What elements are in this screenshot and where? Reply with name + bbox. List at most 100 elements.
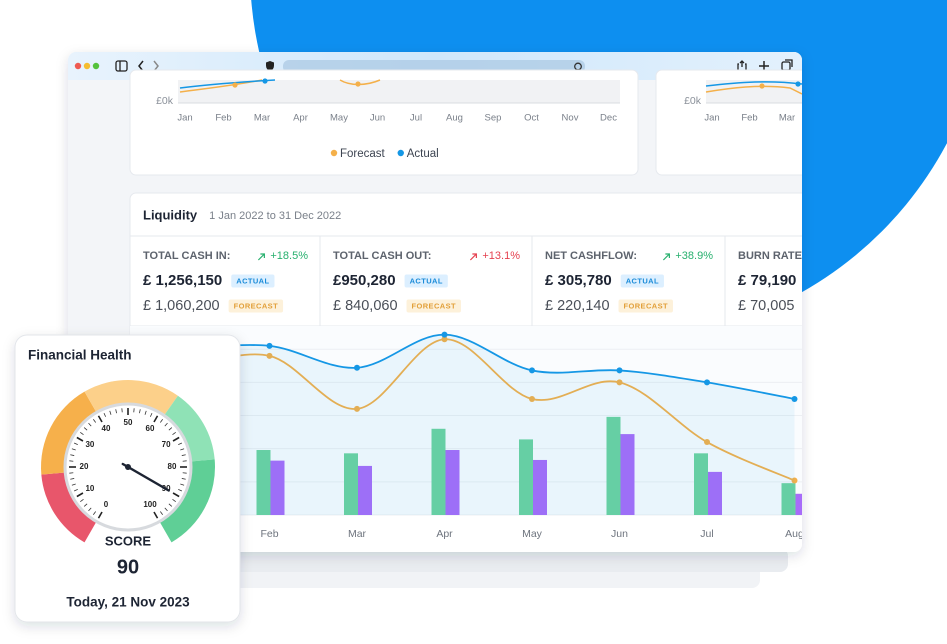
metric-label: BURN RATE xyxy=(738,250,802,262)
line-point xyxy=(704,439,710,446)
tick-label: 100 xyxy=(143,500,157,509)
tag-label: ACTUAL xyxy=(410,276,443,285)
minor-tick xyxy=(160,419,164,423)
line-point xyxy=(266,352,273,359)
x-tick-label: Jun xyxy=(370,113,385,124)
x-tick-label: Apr xyxy=(436,528,453,540)
bar xyxy=(445,450,460,515)
x-tick-label: Sep xyxy=(485,113,502,124)
metric-actual: £ 79,190 xyxy=(738,272,796,289)
card-title: Liquidity xyxy=(143,207,198,222)
new-tab-icon[interactable] xyxy=(759,61,769,71)
minor-tick xyxy=(115,409,117,414)
shield-icon xyxy=(266,61,274,71)
minor-tick xyxy=(71,483,76,486)
trend-arrow xyxy=(469,253,477,261)
minor-tick xyxy=(73,489,78,492)
metric-change: +13.1% xyxy=(482,250,520,262)
point xyxy=(262,78,268,84)
minor-tick xyxy=(180,448,185,451)
tag-label: FORECAST xyxy=(624,301,668,310)
x-tick-label: Nov xyxy=(562,113,579,124)
minor-tick xyxy=(88,507,92,512)
needle-hub xyxy=(125,464,131,470)
sidebar-icon[interactable] xyxy=(115,60,128,72)
window-button[interactable] xyxy=(83,62,91,70)
bar xyxy=(533,459,547,515)
gauge-band xyxy=(164,395,215,462)
minor-tick xyxy=(80,431,84,435)
tick-label: 0 xyxy=(104,500,109,509)
minor-tick xyxy=(150,412,153,417)
y-tick-label: £0k xyxy=(156,95,174,107)
tag xyxy=(231,274,275,288)
tick-label: 10 xyxy=(85,484,94,493)
gauge-band xyxy=(41,391,97,475)
bar xyxy=(256,450,271,515)
tag-label: FORECAST xyxy=(412,301,456,310)
metric-label: TOTAL CASH IN: xyxy=(143,250,230,262)
major-tick xyxy=(76,436,84,442)
point xyxy=(232,82,238,88)
line-point xyxy=(616,379,623,386)
x-tick-label: Jun xyxy=(611,528,628,540)
minor-tick xyxy=(70,454,75,456)
x-tick-label: Feb xyxy=(215,113,231,124)
window-button[interactable] xyxy=(74,62,82,70)
back-button[interactable] xyxy=(138,60,144,72)
tag xyxy=(228,299,284,313)
x-tick-label: Apr xyxy=(293,113,308,124)
point xyxy=(795,81,801,87)
minor-tick xyxy=(180,483,185,486)
minor-tick xyxy=(88,422,92,427)
legend-dot[interactable] xyxy=(397,149,404,157)
major-tick xyxy=(76,492,84,498)
tag-label: FORECAST xyxy=(234,301,278,310)
metric-forecast: £ 220,140 xyxy=(545,298,610,314)
window-button[interactable] xyxy=(92,62,100,70)
line xyxy=(181,338,795,482)
forward-button[interactable] xyxy=(153,60,159,72)
line-point xyxy=(441,331,448,338)
line-point xyxy=(791,477,798,484)
stack-card xyxy=(84,548,788,572)
minor-tick xyxy=(139,409,141,414)
minor-tick xyxy=(73,442,78,445)
tag-label: ACTUAL xyxy=(626,276,659,285)
date: Today, 21 Nov 2023 xyxy=(66,595,190,610)
tag xyxy=(406,299,461,313)
line-point xyxy=(529,395,535,402)
tick-label: 40 xyxy=(102,424,111,433)
legend-label[interactable]: Actual xyxy=(407,148,439,160)
bar xyxy=(519,439,533,515)
minor-tick xyxy=(83,503,88,507)
minor-tick xyxy=(83,427,88,431)
chart-area xyxy=(706,80,802,103)
legend-dot[interactable] xyxy=(330,149,338,157)
x-tick-label: Feb xyxy=(260,528,278,540)
tick-label: 50 xyxy=(124,418,133,427)
metric-forecast: £ 840,060 xyxy=(333,298,398,314)
legend-label[interactable]: Forecast xyxy=(340,148,386,160)
x-tick-label: Jan xyxy=(704,113,719,124)
bar xyxy=(795,493,802,515)
gauge-band xyxy=(159,459,215,543)
metric-actual: £950,280 xyxy=(333,272,396,289)
line-point xyxy=(529,367,535,374)
minor-tick xyxy=(92,511,96,515)
x-tick-label: Mar xyxy=(348,528,367,540)
metric-label: NET CASHFLOW: xyxy=(545,250,637,262)
x-tick-label: Aug xyxy=(785,528,804,540)
major-tick xyxy=(153,511,159,519)
x-tick-label: Jul xyxy=(410,113,422,124)
x-tick-label: Jan xyxy=(177,113,192,124)
trend-arrow xyxy=(662,253,670,261)
tick-label: 80 xyxy=(168,462,177,471)
metric-actual: £ 305,780 xyxy=(545,272,612,289)
bar xyxy=(431,428,446,515)
bar xyxy=(694,453,708,515)
line-point xyxy=(441,336,448,343)
minor-tick xyxy=(109,410,112,415)
